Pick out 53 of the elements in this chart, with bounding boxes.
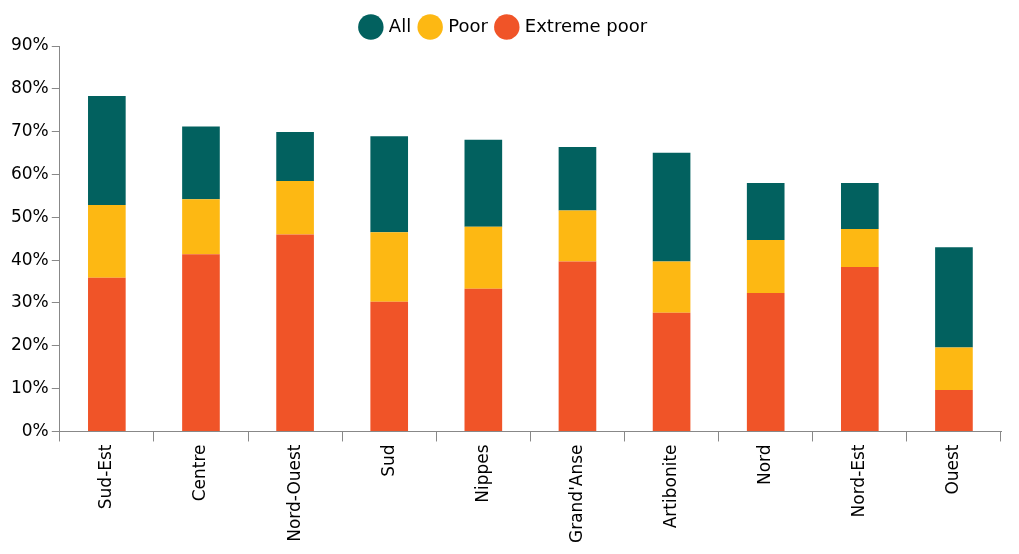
bar (840, 228, 879, 267)
bar (652, 312, 691, 431)
legend-label: Extreme poor (524, 14, 648, 36)
bar (746, 183, 785, 241)
y-tick-label: 90% (10, 34, 49, 55)
bar (370, 136, 409, 233)
x-tick-label: Centre (189, 444, 210, 502)
bar (88, 96, 126, 205)
bar (464, 139, 503, 227)
bar (558, 210, 597, 262)
bar (370, 301, 409, 431)
bar (276, 180, 314, 235)
y-tick-label: 30% (10, 291, 49, 312)
x-tick-label: Nord (754, 444, 775, 486)
y-tick-label: 60% (10, 162, 49, 183)
bar (840, 183, 879, 229)
x-tick-label: Sud (377, 444, 398, 477)
bar (935, 247, 973, 348)
bar (182, 126, 220, 200)
bar (652, 261, 691, 313)
bar (464, 226, 503, 289)
x-tick-label: Grand'Anse (565, 444, 586, 544)
y-tick-label: 10% (10, 377, 49, 398)
y-tick-label: 70% (10, 120, 49, 141)
x-tick-label: Ouest (942, 444, 963, 495)
y-tick-label: 0% (21, 419, 49, 440)
legend-label: Poor (448, 14, 489, 36)
legend-label: All (388, 14, 412, 36)
x-tick-label: Sud-Est (95, 444, 116, 510)
bar (182, 254, 220, 431)
x-tick-label: Nord-Est (848, 444, 869, 518)
x-tick-label: Nippes (471, 444, 492, 503)
bar (746, 293, 785, 431)
y-tick-label: 40% (10, 248, 49, 269)
bar (652, 152, 691, 262)
x-tick-label: Artibonite (660, 444, 680, 529)
bar (182, 199, 220, 255)
y-tick-label: 80% (10, 77, 49, 98)
x-tick-label: Nord-Ouest (283, 444, 304, 542)
bar (935, 347, 973, 390)
bar (746, 240, 785, 294)
bar (464, 288, 503, 431)
bar (558, 147, 597, 211)
bar (558, 261, 597, 431)
y-tick-label: 20% (10, 334, 49, 355)
bar (935, 389, 973, 431)
y-tick-label: 50% (10, 205, 49, 226)
bar (88, 204, 126, 278)
bar (276, 132, 314, 181)
bar (88, 277, 126, 431)
bar (840, 267, 879, 431)
bar (276, 234, 314, 431)
bar (370, 232, 409, 302)
